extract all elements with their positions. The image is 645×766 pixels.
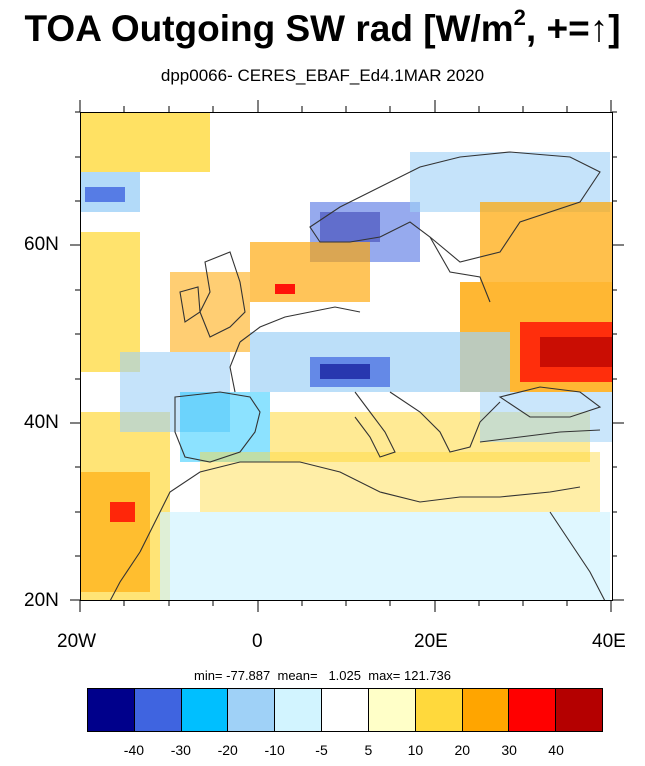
map-field [80,112,613,601]
field-norway-dark [320,212,380,242]
stats-mean: 1.025 [328,668,361,683]
stats-line: min= -77.887 mean= 1.025 max= 121.736 [0,668,645,683]
colorbar-label: -20 [217,742,238,758]
coast-europe-west [239,306,361,343]
coast-scandinavia [309,151,601,263]
title-tail: , += [525,8,590,49]
lon-tick-40e: 40E [592,631,626,652]
lon-tick-20w: 20W [57,631,97,652]
field-north-africa [200,452,600,512]
coastlines [109,151,606,601]
plot-subtitle: dpp0066- CERES_EBAF_Ed4.1MAR 2020 [160,66,485,85]
field-sahara-west [80,472,150,592]
coast-iberia [174,391,261,463]
colorbar-box-9 [509,689,557,731]
coast-biscay [229,341,241,393]
field-subtropics [160,512,610,601]
field-sahara-red [110,502,135,522]
coast-balkans [389,391,501,453]
plot-title: TOA Outgoing SW rad [W/m2, +=↑] [0,5,645,50]
field-north-sea-red [275,284,295,294]
colorbar-box-7 [415,689,463,731]
lon-tick-0: 0 [252,631,263,652]
title-superscript: 2 [513,5,526,30]
coast-west-africa [109,551,141,601]
colorbar-label: 20 [454,742,471,758]
field-north-sea [250,242,370,302]
colorbar-box-6 [368,689,416,731]
lat-tick-40n: 40N [24,412,59,433]
field-greenland-dark [85,187,125,202]
colorbar-box-5 [322,689,369,731]
stats-max: 121.736 [404,668,452,683]
field-atlantic-west [80,232,140,372]
colorbar-box-0 [88,689,135,731]
coast-north-africa [139,461,581,553]
colorbar-box-1 [134,689,182,731]
coast-british-isles [199,251,246,338]
stats-mean-label: mean= [277,668,318,683]
stats-min: -77.887 [226,668,271,683]
title-close: ] [608,8,621,49]
colorbar-label: 10 [407,742,424,758]
colorbar [87,688,603,732]
colorbar-box-10 [556,689,602,731]
lon-tick-20e: 20E [414,631,448,652]
coast-italy [354,391,396,458]
coast-black-sea [498,386,602,418]
colorbar-label: 5 [364,742,373,758]
lat-tick-60n: 60N [24,234,59,255]
colorbar-label: -40 [123,742,145,758]
up-arrow-icon: ↑ [589,8,609,49]
map-panel [80,112,613,601]
field-alps-dark [320,364,370,379]
field-russia-darkred [540,337,613,367]
colorbar-box-8 [462,689,510,731]
colorbar-label: 40 [548,742,564,758]
colorbar-box-3 [228,689,276,731]
coast-ireland [179,286,201,323]
coast-anatolia [479,429,601,443]
coast-red-sea [549,511,606,601]
colorbar-box-2 [181,689,229,731]
colorbar-label: 30 [501,742,517,758]
title-main: TOA Outgoing SW rad [W/m [24,8,514,49]
field-russia-north [480,202,613,282]
field-british-isles [170,272,250,352]
colorbar-label: -5 [315,742,328,758]
colorbar-label: -30 [170,742,191,758]
lat-tick-20n: 20N [24,590,59,611]
stats-min-label: min= [193,668,223,683]
coast-baltic [429,236,491,303]
field-north-atlantic [80,112,210,172]
stats-max-label: max= [368,668,401,683]
colorbar-label: -10 [264,742,285,758]
colorbar-box-4 [275,689,323,731]
